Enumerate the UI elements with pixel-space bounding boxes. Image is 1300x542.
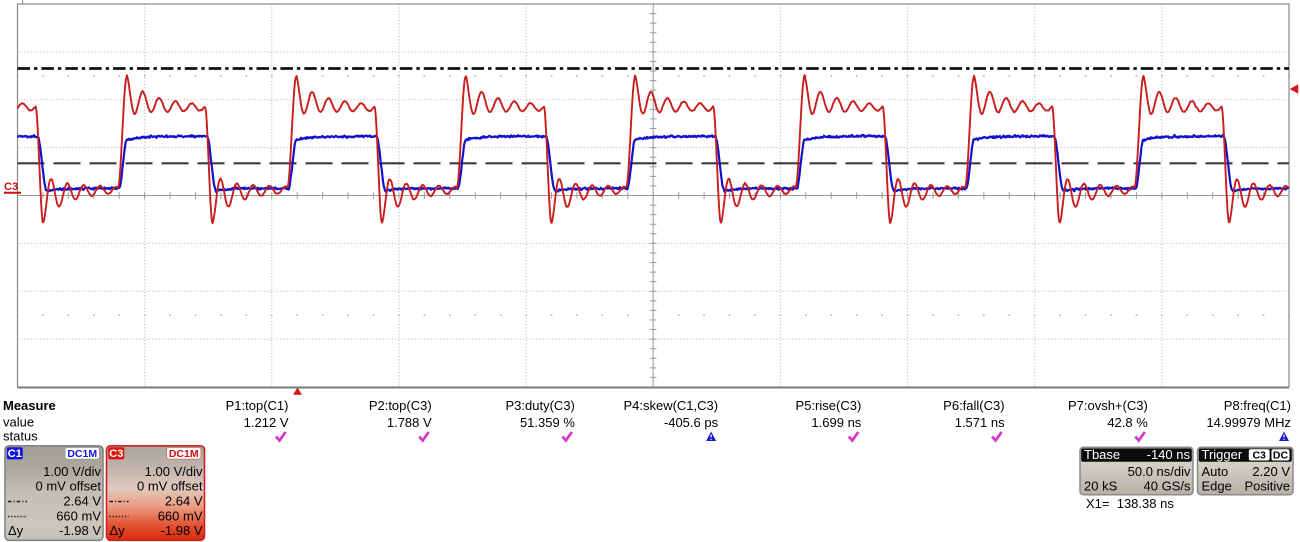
svg-text:2.64 V: 2.64 V: [165, 494, 203, 509]
svg-text:-1.98 V: -1.98 V: [161, 523, 203, 538]
svg-text:P1:top(C1): P1:top(C1): [226, 398, 289, 413]
svg-text:1.571 ns: 1.571 ns: [955, 415, 1005, 430]
svg-text:1.788 V: 1.788 V: [387, 415, 432, 430]
svg-text:C1: C1: [8, 448, 22, 460]
svg-text:0 mV offset: 0 mV offset: [35, 478, 101, 493]
svg-text:DC1M: DC1M: [169, 448, 199, 460]
svg-text:C3: C3: [4, 181, 18, 193]
svg-text:Positive: Positive: [1244, 478, 1290, 493]
svg-text:1.00 V/div: 1.00 V/div: [145, 464, 203, 479]
svg-text:51.359 %: 51.359 %: [520, 415, 575, 430]
svg-text:P7:ovsh+(C3): P7:ovsh+(C3): [1068, 398, 1148, 413]
svg-text:2.20 V: 2.20 V: [1252, 464, 1290, 479]
svg-text:P8:freq(C1): P8:freq(C1): [1224, 398, 1291, 413]
svg-text:C3: C3: [1252, 450, 1266, 462]
svg-text:DC1M: DC1M: [67, 448, 97, 460]
svg-text:Trigger: Trigger: [1202, 447, 1243, 462]
svg-text:1.00 V/div: 1.00 V/div: [43, 464, 101, 479]
svg-text:42.8 %: 42.8 %: [1107, 415, 1148, 430]
svg-text:Tbase: Tbase: [1084, 447, 1120, 462]
svg-text:P6:fall(C3): P6:fall(C3): [943, 398, 1004, 413]
svg-text:50.0 ns/div: 50.0 ns/div: [1128, 464, 1191, 479]
svg-text:C3: C3: [109, 448, 123, 460]
svg-text:P4:skew(C1,C3): P4:skew(C1,C3): [623, 398, 718, 413]
svg-text:-1.98 V: -1.98 V: [59, 523, 101, 538]
svg-text:660 mV: 660 mV: [56, 509, 101, 524]
svg-text:value: value: [3, 415, 34, 430]
svg-text:status: status: [3, 429, 38, 444]
svg-text:40 GS/s: 40 GS/s: [1144, 478, 1191, 493]
svg-text:20 kS: 20 kS: [1084, 478, 1118, 493]
svg-text:Measure: Measure: [3, 398, 56, 413]
svg-text:P3:duty(C3): P3:duty(C3): [506, 398, 575, 413]
svg-text:-405.6 ps: -405.6 ps: [664, 415, 719, 430]
svg-text:Edge: Edge: [1202, 478, 1232, 493]
svg-text:P5:rise(C3): P5:rise(C3): [796, 398, 862, 413]
svg-text:DC: DC: [1273, 450, 1289, 462]
svg-text:-140 ns: -140 ns: [1147, 447, 1191, 462]
svg-text:0 mV offset: 0 mV offset: [137, 478, 203, 493]
svg-text:14.99979 MHz: 14.99979 MHz: [1206, 415, 1291, 430]
svg-text:Δy: Δy: [8, 523, 24, 538]
svg-text:X1= 138.38 ns: X1= 138.38 ns: [1086, 496, 1174, 511]
svg-text:Δy: Δy: [110, 523, 126, 538]
svg-text:Auto: Auto: [1202, 464, 1229, 479]
svg-text:2.64 V: 2.64 V: [63, 494, 101, 509]
svg-text:660 mV: 660 mV: [158, 509, 203, 524]
svg-text:P2:top(C3): P2:top(C3): [369, 398, 432, 413]
svg-text:1.699 ns: 1.699 ns: [811, 415, 861, 430]
svg-text:1.212 V: 1.212 V: [244, 415, 289, 430]
